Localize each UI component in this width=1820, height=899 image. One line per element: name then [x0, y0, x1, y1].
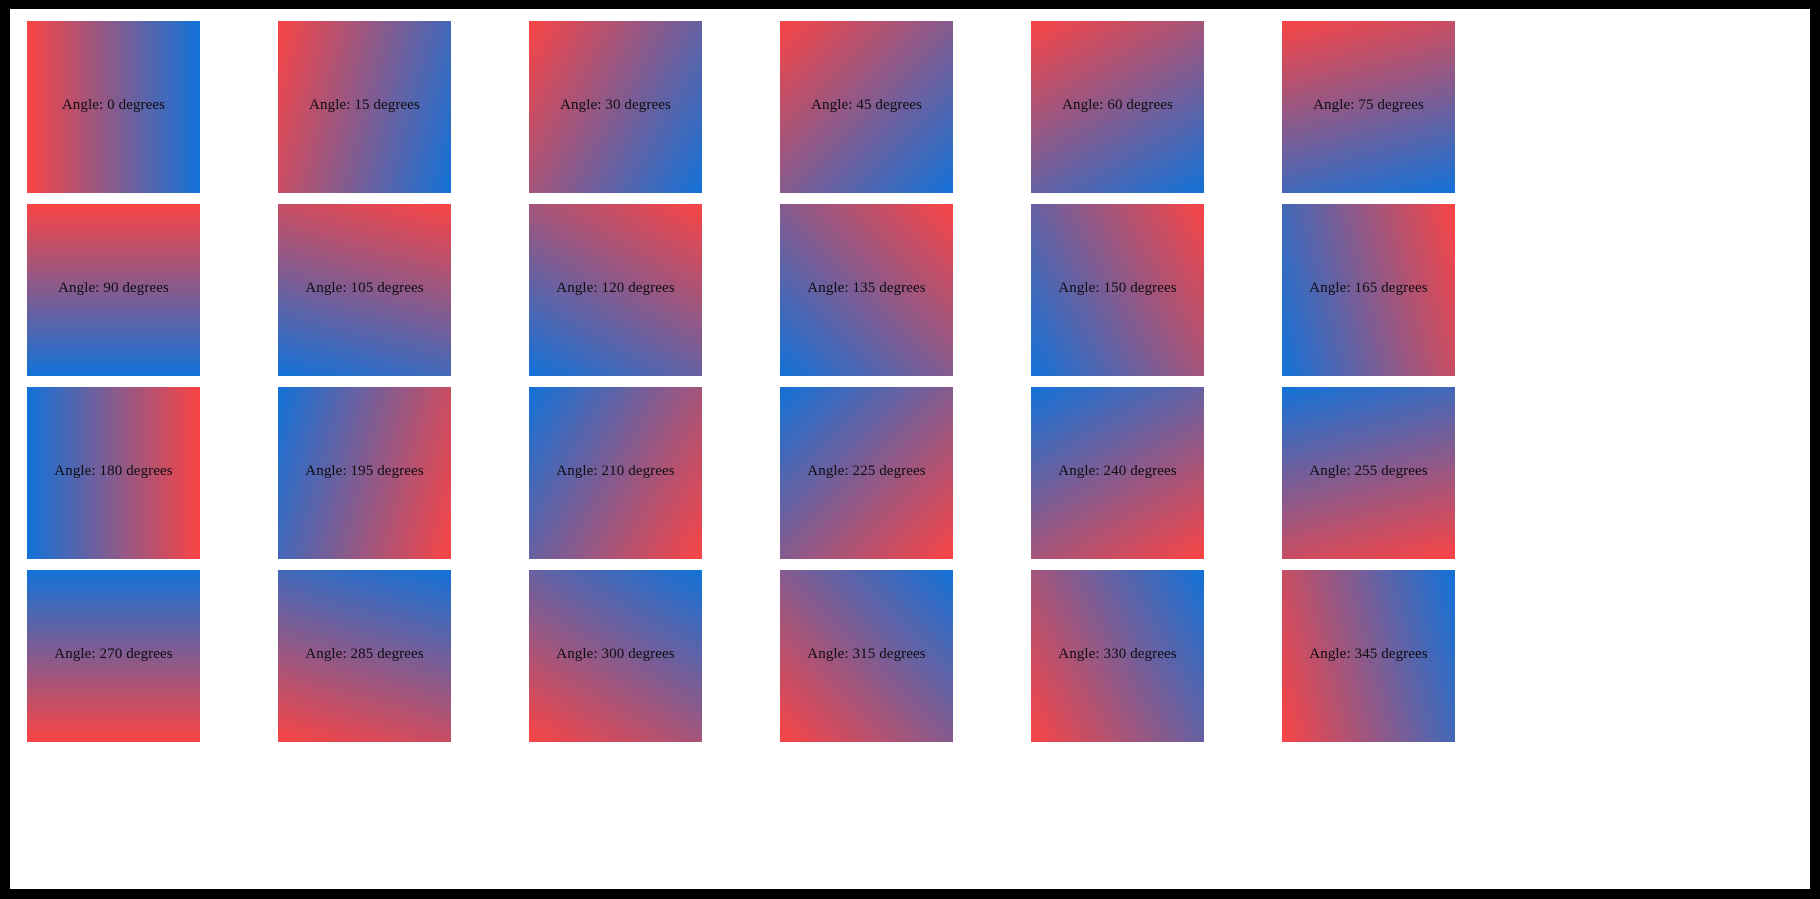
gradient-swatch-label: Angle: 210 degrees	[556, 463, 675, 480]
gradient-swatch: Angle: 255 degrees	[1282, 387, 1455, 559]
gradient-swatch: Angle: 75 degrees	[1282, 21, 1455, 193]
gradient-swatch: Angle: 0 degrees	[27, 21, 200, 193]
gradient-swatch-label: Angle: 120 degrees	[556, 280, 675, 297]
gradient-swatch-label: Angle: 105 degrees	[305, 280, 424, 297]
gradient-swatch: Angle: 225 degrees	[780, 387, 953, 559]
gradient-swatch-label: Angle: 240 degrees	[1058, 463, 1177, 480]
gradient-swatch-label: Angle: 60 degrees	[1062, 97, 1173, 114]
gradient-swatch: Angle: 180 degrees	[27, 387, 200, 559]
gradient-swatch-label: Angle: 165 degrees	[1309, 280, 1428, 297]
gradient-swatch-label: Angle: 150 degrees	[1058, 280, 1177, 297]
gradient-swatch: Angle: 105 degrees	[278, 204, 451, 376]
gradient-swatch-label: Angle: 180 degrees	[54, 463, 173, 480]
gradient-swatch-label: Angle: 285 degrees	[305, 646, 424, 663]
gradient-swatch-label: Angle: 135 degrees	[807, 280, 926, 297]
gradient-swatch-label: Angle: 270 degrees	[54, 646, 173, 663]
gradient-swatch: Angle: 315 degrees	[780, 570, 953, 742]
gradient-swatch: Angle: 120 degrees	[529, 204, 702, 376]
gradient-swatch-label: Angle: 90 degrees	[58, 280, 169, 297]
gradient-swatch: Angle: 240 degrees	[1031, 387, 1204, 559]
gradient-swatch-label: Angle: 300 degrees	[556, 646, 675, 663]
gradient-swatch: Angle: 135 degrees	[780, 204, 953, 376]
gradient-swatch-label: Angle: 30 degrees	[560, 97, 671, 114]
gradient-swatch-label: Angle: 195 degrees	[305, 463, 424, 480]
gradient-swatch: Angle: 45 degrees	[780, 21, 953, 193]
gradient-swatch-label: Angle: 225 degrees	[807, 463, 926, 480]
gradient-swatch-label: Angle: 330 degrees	[1058, 646, 1177, 663]
gradient-swatch: Angle: 15 degrees	[278, 21, 451, 193]
gradient-swatch: Angle: 330 degrees	[1031, 570, 1204, 742]
gradient-swatch-label: Angle: 255 degrees	[1309, 463, 1428, 480]
gradient-swatch: Angle: 60 degrees	[1031, 21, 1204, 193]
gradient-swatch: Angle: 270 degrees	[27, 570, 200, 742]
gradient-swatch-label: Angle: 75 degrees	[1313, 97, 1424, 114]
page-surface: Angle: 0 degrees Angle: 15 degrees Angle: …	[10, 9, 1810, 889]
gradient-swatch-label: Angle: 15 degrees	[309, 97, 420, 114]
gradient-swatch: Angle: 150 degrees	[1031, 204, 1204, 376]
gradient-swatch: Angle: 285 degrees	[278, 570, 451, 742]
gradient-swatch: Angle: 210 degrees	[529, 387, 702, 559]
gradient-swatch: Angle: 165 degrees	[1282, 204, 1455, 376]
gradient-swatch: Angle: 345 degrees	[1282, 570, 1455, 742]
gradient-swatch: Angle: 195 degrees	[278, 387, 451, 559]
gradient-swatch: Angle: 30 degrees	[529, 21, 702, 193]
gradient-swatch-label: Angle: 45 degrees	[811, 97, 922, 114]
gradient-swatch-label: Angle: 315 degrees	[807, 646, 926, 663]
gradient-swatch-label: Angle: 0 degrees	[61, 97, 166, 114]
gradient-swatch-label: Angle: 345 degrees	[1309, 646, 1428, 663]
gradient-swatch: Angle: 90 degrees	[27, 204, 200, 376]
gradient-swatch: Angle: 300 degrees	[529, 570, 702, 742]
gradient-swatch-grid: Angle: 0 degrees Angle: 15 degrees Angle: …	[10, 9, 1810, 742]
